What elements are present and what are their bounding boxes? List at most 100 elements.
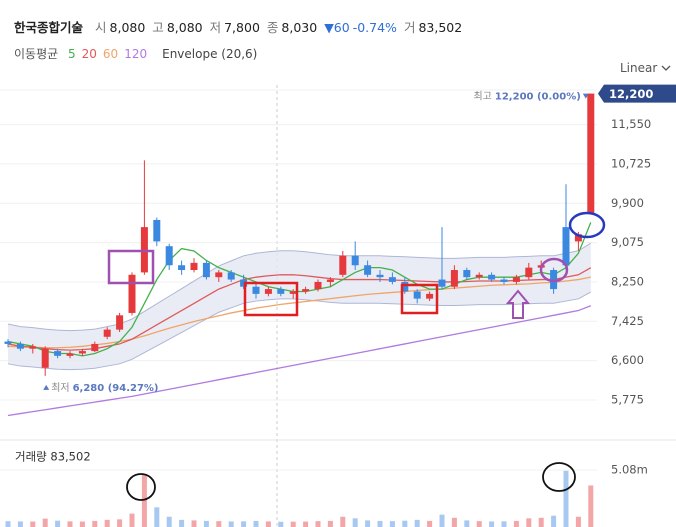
volume-bar: [439, 514, 445, 527]
volume-bar: [179, 519, 185, 527]
candle-body: [116, 315, 124, 330]
purple-arrow: [505, 289, 531, 319]
candle-body: [376, 274, 384, 278]
ma-line: [7, 267, 592, 351]
volume-bar: [365, 520, 371, 527]
candle-body: [29, 346, 37, 349]
envelope-line: [7, 291, 592, 371]
y-tick-label: 9,075: [611, 235, 644, 249]
volume-bar: [117, 519, 123, 527]
legend-entry[interactable]: 5: [68, 47, 76, 61]
candle-body: [463, 270, 471, 278]
close-label: 종: [266, 20, 279, 35]
quote-header: 한국종합기술 시 8,080 고 8,080 저 7,800 종 8,030 ▼60 -0…: [14, 17, 465, 36]
low-value: 7,800: [224, 20, 260, 35]
candle-body: [103, 329, 111, 337]
candle-body: [326, 279, 334, 282]
min-label-value: 6,280 (94.27%): [73, 383, 159, 394]
max-label-value: 12,200 (0.00%): [495, 92, 581, 103]
candle-body: [66, 353, 74, 356]
volume-value: 83,502: [418, 20, 463, 35]
volume-bar: [228, 521, 234, 527]
candle-body: [438, 279, 446, 287]
volume-bar: [563, 470, 569, 527]
high-value: 8,080: [166, 20, 203, 35]
annotations: [107, 211, 606, 501]
candle-body: [562, 227, 570, 266]
volume-bar: [42, 518, 48, 527]
candle-body: [128, 274, 136, 313]
legend-entry[interactable]: Envelope (20,6): [162, 47, 258, 61]
open-label: 시: [95, 20, 107, 35]
candle-body: [550, 270, 558, 290]
envelope-line: [7, 242, 592, 332]
min-label-text: 최저: [51, 382, 69, 394]
candle-body: [240, 279, 248, 287]
volume-bar: [476, 521, 482, 527]
volume-bar: [451, 517, 457, 527]
candle-body: [413, 291, 421, 299]
volume-bar: [575, 516, 581, 527]
volume-bar: [489, 521, 495, 527]
blue-circle: [568, 211, 606, 239]
close-value: 8,030: [281, 20, 318, 35]
volume-bar: [253, 520, 259, 527]
volume-bar: [203, 520, 209, 527]
volume-bar: [464, 520, 470, 527]
candle-body: [351, 255, 359, 266]
legend-entry[interactable]: 120: [124, 47, 148, 61]
candle-body: [488, 274, 496, 280]
candle-body: [41, 348, 49, 368]
volume-bar: [414, 519, 420, 527]
black-circle: [126, 473, 156, 501]
price-tag: [598, 84, 676, 103]
volume-bar: [104, 519, 110, 527]
purple-circle: [539, 257, 569, 283]
candle-body: [264, 289, 272, 294]
y-tick-label: 6,600: [611, 353, 644, 367]
candle-body: [450, 270, 458, 287]
volume-bar: [154, 507, 160, 527]
scale-mode[interactable]: Linear: [620, 61, 671, 75]
candle-body: [277, 289, 285, 294]
volume-bar: [129, 513, 135, 527]
y-tick-label: 9,900: [611, 196, 644, 210]
candle-body: [401, 281, 409, 292]
volume-bar: [303, 521, 309, 527]
volume-title: 거래량 83,502: [15, 450, 91, 464]
volume-bar: [241, 521, 247, 527]
volume-bar: [327, 520, 333, 527]
candle-body: [78, 351, 86, 354]
candle-body: [4, 341, 12, 344]
legend-entry[interactable]: 60: [102, 47, 119, 61]
change-value: ▼60: [324, 20, 350, 35]
candle-body: [339, 255, 347, 275]
volume-bar: [166, 516, 172, 527]
low-label: 저: [209, 20, 222, 35]
scale-mode-label[interactable]: Linear: [620, 61, 658, 75]
candle-body: [364, 265, 372, 275]
ma-line: [7, 305, 592, 417]
candle-body: [587, 93, 595, 213]
legend-entry[interactable]: 20: [81, 47, 97, 61]
y-tick-label: 7,425: [611, 314, 644, 328]
red-box: [243, 281, 299, 317]
y-tick-label: 5.08m: [611, 463, 648, 477]
candle-body: [16, 343, 24, 349]
candle-body: [178, 265, 186, 271]
y-tick-label: 11,550: [611, 117, 651, 131]
candle-body: [190, 262, 198, 271]
candle-body: [512, 277, 520, 282]
y-tick-label: 10,725: [611, 156, 651, 170]
candle-body: [91, 343, 99, 352]
candle-body: [54, 351, 62, 356]
volume-bar: [352, 518, 358, 527]
candle-body: [202, 262, 210, 278]
candle-body: [388, 277, 396, 282]
candle-body: [475, 274, 483, 278]
volume-bar: [513, 520, 519, 527]
candle-body: [165, 246, 173, 266]
volume-bar: [551, 515, 557, 527]
chevron: [661, 65, 671, 71]
